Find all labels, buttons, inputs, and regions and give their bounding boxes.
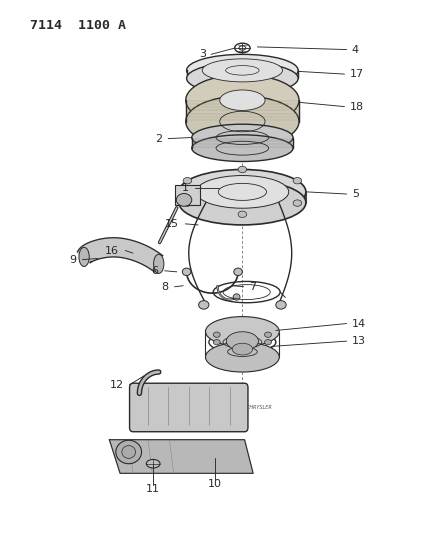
Bar xyxy=(175,185,200,205)
Ellipse shape xyxy=(187,62,298,94)
Text: 12: 12 xyxy=(109,380,124,390)
Text: 15: 15 xyxy=(165,219,179,229)
Ellipse shape xyxy=(187,54,298,86)
Ellipse shape xyxy=(293,200,302,206)
Ellipse shape xyxy=(232,343,253,355)
Text: CHRYSLER: CHRYSLER xyxy=(247,405,272,410)
Text: 18: 18 xyxy=(350,102,364,111)
Ellipse shape xyxy=(220,90,265,110)
Text: 4: 4 xyxy=(352,45,359,54)
Text: 8: 8 xyxy=(161,282,169,292)
Text: 6: 6 xyxy=(152,266,159,276)
Text: 2: 2 xyxy=(155,134,162,143)
Ellipse shape xyxy=(192,124,293,151)
Text: 11: 11 xyxy=(146,484,160,494)
Text: 5: 5 xyxy=(352,189,359,199)
Ellipse shape xyxy=(122,446,136,458)
Polygon shape xyxy=(78,238,163,272)
Ellipse shape xyxy=(176,193,192,206)
Ellipse shape xyxy=(183,177,192,184)
Ellipse shape xyxy=(192,135,293,161)
FancyBboxPatch shape xyxy=(130,383,248,432)
Ellipse shape xyxy=(238,211,247,217)
Text: 9: 9 xyxy=(69,255,76,264)
Ellipse shape xyxy=(234,268,242,276)
Text: 14: 14 xyxy=(352,319,366,328)
Ellipse shape xyxy=(213,340,220,345)
Polygon shape xyxy=(109,440,253,473)
Text: 1: 1 xyxy=(182,183,189,193)
Ellipse shape xyxy=(202,59,283,82)
Ellipse shape xyxy=(196,175,289,208)
Ellipse shape xyxy=(199,301,209,309)
Ellipse shape xyxy=(205,317,279,346)
Ellipse shape xyxy=(213,332,220,337)
Ellipse shape xyxy=(227,332,258,351)
Ellipse shape xyxy=(293,177,302,184)
Ellipse shape xyxy=(179,169,306,214)
Text: 17: 17 xyxy=(350,69,364,79)
Ellipse shape xyxy=(186,96,299,147)
Ellipse shape xyxy=(233,294,240,300)
Ellipse shape xyxy=(186,75,299,126)
Text: 16: 16 xyxy=(105,246,119,255)
Text: 13: 13 xyxy=(352,336,366,346)
Text: 7114  1100 A: 7114 1100 A xyxy=(30,19,126,31)
Text: 10: 10 xyxy=(208,479,221,489)
Ellipse shape xyxy=(79,247,89,266)
Ellipse shape xyxy=(265,340,272,345)
Ellipse shape xyxy=(179,180,306,225)
Text: 3: 3 xyxy=(199,50,206,59)
Ellipse shape xyxy=(154,254,164,273)
Text: 7: 7 xyxy=(249,282,256,292)
Ellipse shape xyxy=(183,200,192,206)
Ellipse shape xyxy=(265,332,272,337)
Ellipse shape xyxy=(116,440,142,464)
Ellipse shape xyxy=(146,459,160,468)
Ellipse shape xyxy=(238,166,247,173)
Ellipse shape xyxy=(276,301,286,309)
Ellipse shape xyxy=(182,268,191,276)
Ellipse shape xyxy=(205,342,279,372)
